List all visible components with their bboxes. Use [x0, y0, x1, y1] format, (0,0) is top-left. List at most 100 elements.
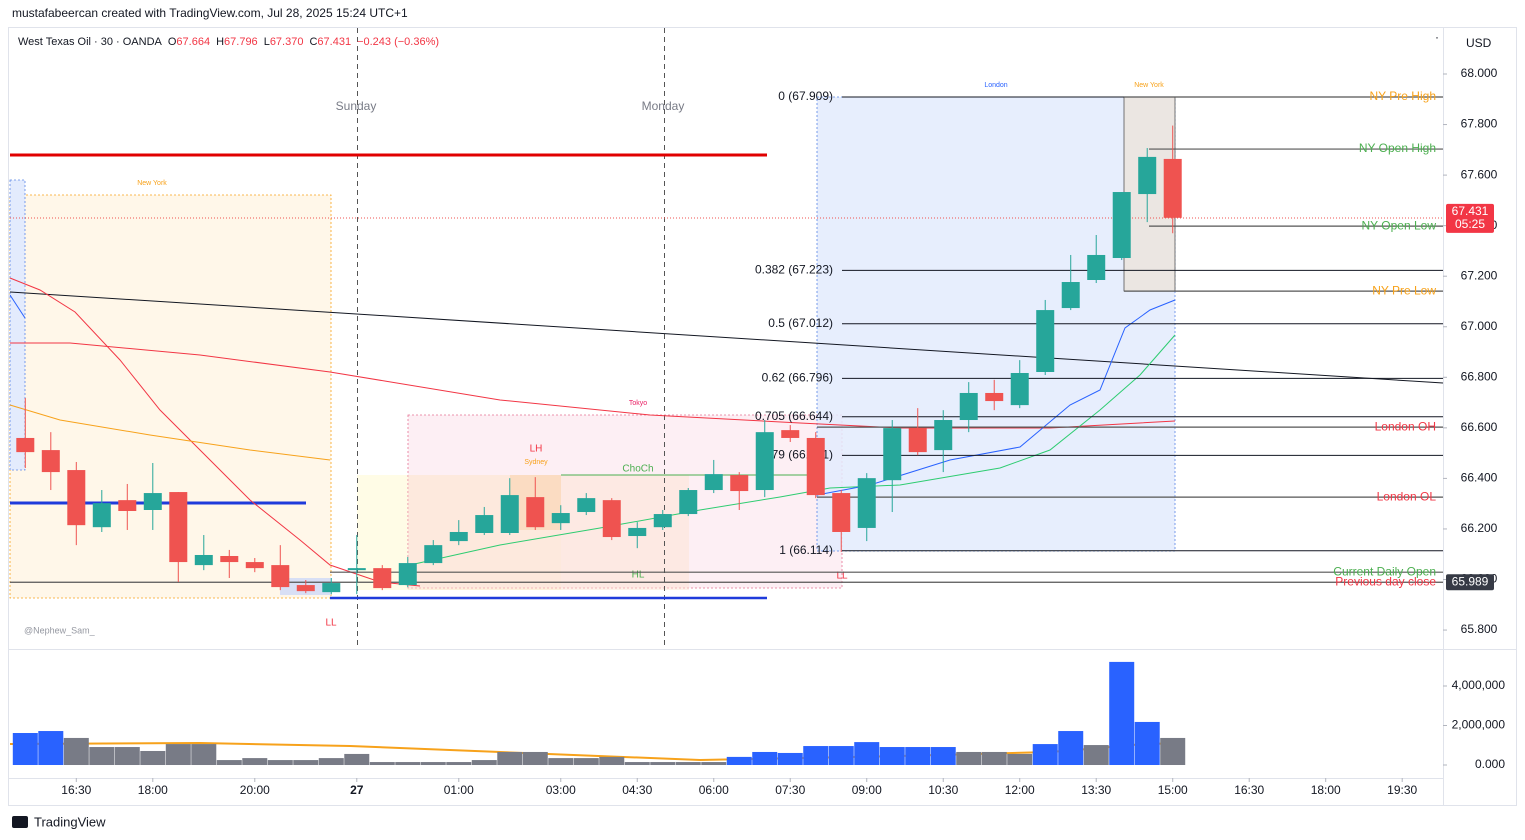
key-level-label: NY Open High: [1359, 141, 1436, 155]
candle-body: [41, 450, 60, 473]
key-level-label: NY Pre High: [1370, 89, 1436, 103]
symbol: West Texas Oil · 30 · OANDA: [18, 36, 163, 48]
key-level-label: NY Open Low: [1362, 218, 1437, 232]
key-level-label: London OH: [1375, 419, 1436, 433]
x-tick-label: 09:00: [852, 783, 882, 797]
frame: [8, 27, 1517, 806]
candle-body: [424, 545, 443, 564]
volume-bar: [1134, 721, 1160, 766]
ohlc-value: 67.664: [176, 36, 210, 48]
symbol-header: West Texas Oil · 30 · OANDA O67.664 H67.79…: [18, 36, 439, 48]
x-tick-label: 12:00: [1005, 783, 1035, 797]
x-tick-label: 10:30: [928, 783, 958, 797]
x-tick-label: 13:30: [1081, 783, 1111, 797]
key-level-label: Previous day close: [1335, 574, 1436, 588]
volume-bar: [497, 751, 523, 766]
footer: TradingView: [34, 814, 106, 829]
day-label: Monday: [642, 99, 685, 113]
candle-body: [934, 420, 953, 451]
candle-body: [526, 497, 545, 528]
key-level-label: London OL: [1377, 489, 1437, 503]
candle-body: [220, 555, 239, 563]
countdown: 05:25: [1455, 217, 1485, 231]
volume-tick-label: 2,000,000: [1452, 718, 1506, 732]
moving-average: [10, 342, 1176, 429]
candle-body: [730, 475, 749, 492]
volume-bar: [624, 762, 650, 766]
volume-bar: [344, 753, 370, 766]
session-label: New York: [137, 180, 167, 187]
y-tick-label: 65.800: [1461, 622, 1498, 636]
x-tick-label: 16:30: [61, 783, 91, 797]
ohlc-value: 67.431: [317, 36, 351, 48]
volume-bar: [956, 751, 982, 766]
volume-bar: [573, 758, 599, 766]
candle-body: [449, 531, 468, 542]
candle-body: [832, 493, 851, 532]
candle-body: [373, 568, 392, 589]
attribution: mustafabeercan created with TradingView.…: [12, 6, 408, 20]
volume-bar: [879, 747, 905, 766]
volume-bar: [369, 762, 395, 766]
moving-average: [9, 404, 331, 461]
candle-body: [577, 498, 596, 513]
candle-body: [1010, 373, 1029, 406]
candle-body: [347, 568, 366, 571]
y-tick-label: 67.600: [1461, 167, 1498, 181]
moving-average: [9, 277, 421, 587]
volume-bar: [395, 762, 421, 766]
volume-bar: [675, 762, 701, 766]
volume-bar: [89, 747, 115, 766]
structure-label: LH: [530, 444, 543, 455]
ohlc-value: 67.796: [224, 36, 258, 48]
volume-bar: [420, 762, 446, 766]
candle-body: [908, 428, 927, 453]
x-tick-label: 03:00: [546, 783, 576, 797]
candle-body: [16, 437, 35, 453]
volume-bar: [1160, 737, 1186, 766]
volume-bar: [854, 742, 880, 766]
candle-body: [1138, 156, 1157, 195]
candle-body: [985, 392, 1004, 402]
candle-body: [806, 437, 825, 496]
x-tick-label: 20:00: [240, 783, 270, 797]
candle-body: [143, 493, 162, 510]
day-label: Sunday: [336, 99, 377, 113]
currency: USD: [1466, 36, 1492, 50]
y-tick-label: 67.200: [1461, 268, 1498, 282]
y-tick-label: 66.600: [1461, 420, 1498, 434]
volume-bar: [1109, 661, 1135, 766]
candle-body: [551, 513, 570, 524]
volume-bar: [471, 760, 497, 766]
x-tick-label: 27: [350, 783, 364, 797]
volume-tick-label: 4,000,000: [1452, 678, 1506, 692]
volume-bar: [981, 751, 1007, 766]
candle-body: [271, 565, 290, 588]
structure-label: ChoCh: [622, 464, 653, 475]
volume-bar: [650, 762, 676, 766]
candle-body: [92, 503, 111, 528]
volume-bar: [12, 733, 38, 766]
structure-label: LL: [836, 571, 848, 582]
session-label: New York: [1134, 82, 1164, 89]
ohlc-key: L: [264, 36, 270, 48]
volume-bar: [165, 744, 191, 766]
candle-body: [628, 527, 647, 537]
fib-label: 0 (67.909): [778, 89, 833, 103]
candle-body: [1087, 254, 1106, 280]
volume-bar: [1032, 744, 1058, 766]
candle-body: [781, 430, 800, 438]
volume-bar: [726, 756, 752, 766]
moving-average: [9, 294, 26, 319]
candle-body: [959, 392, 978, 421]
y-tick-label: 66.200: [1461, 521, 1498, 535]
candle-body: [245, 562, 264, 569]
last-price-label: 67.431: [1452, 204, 1489, 218]
candle-body: [169, 492, 188, 563]
structure-label: LL: [325, 618, 337, 629]
volume-bar: [777, 752, 803, 766]
x-tick-label: 18:00: [138, 783, 168, 797]
candle-body: [1112, 192, 1131, 259]
ohlc-key: O: [168, 36, 177, 48]
